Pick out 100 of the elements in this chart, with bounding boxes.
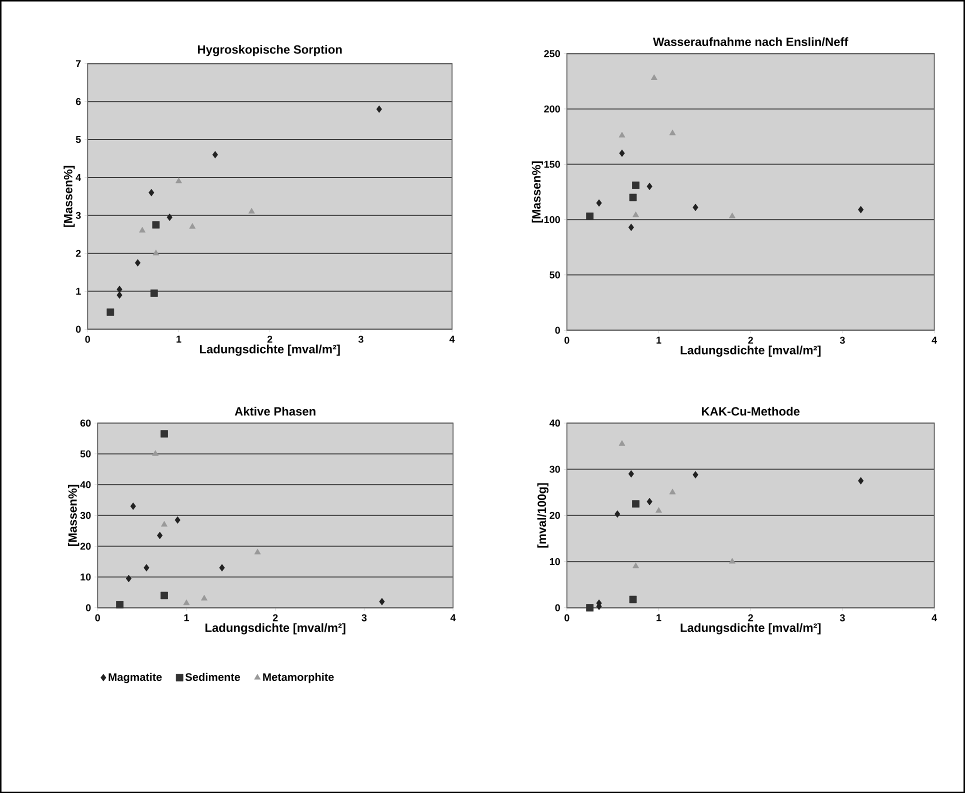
point [166, 213, 172, 221]
point [254, 548, 261, 554]
x-tick-label: 0 [564, 336, 570, 344]
chart-title: KAK-Cu-Methode [702, 406, 800, 416]
point [618, 132, 626, 138]
x-tick-label: 4 [932, 336, 938, 344]
point [619, 149, 625, 157]
point [586, 604, 594, 612]
point [614, 510, 620, 518]
x-tick-label: 1 [184, 614, 189, 622]
chart-title: Aktive Phasen [234, 406, 316, 416]
point [161, 520, 168, 526]
y-tick-label: 0 [76, 326, 81, 333]
y-tick-label: 40 [549, 419, 560, 426]
point [692, 204, 698, 211]
point [160, 430, 168, 438]
legend-label: Magmatite [108, 672, 162, 684]
y-tick-label: 0 [555, 604, 560, 612]
x-tick-label: 3 [840, 336, 845, 344]
point [379, 598, 385, 606]
point [669, 129, 676, 136]
point [144, 564, 150, 572]
point [650, 74, 658, 80]
x-tick-label: 2 [748, 336, 753, 344]
y-axis-title: [Massen%] [532, 161, 543, 222]
point [858, 476, 864, 484]
x-axis-title: Ladungsdichte [mval/m²] [680, 346, 821, 357]
x-tick-label: 1 [656, 614, 662, 622]
y-tick-label: 150 [544, 160, 560, 168]
point [376, 105, 382, 113]
y-axis-title: [Massen%] [64, 166, 75, 227]
point [632, 211, 639, 217]
x-tick-label: 0 [95, 614, 100, 622]
y-tick-label: 200 [544, 105, 560, 112]
point [646, 498, 652, 506]
y-tick-label: 50 [80, 450, 91, 458]
point [148, 188, 154, 196]
point [152, 221, 160, 228]
point [160, 592, 168, 600]
point [248, 208, 255, 214]
point [632, 500, 640, 508]
x-tick-label: 3 [358, 336, 364, 343]
x-tick-label: 4 [932, 614, 938, 622]
y-tick-label: 50 [550, 271, 560, 278]
y-tick-label: 10 [80, 573, 91, 580]
y-tick-label: 5 [76, 136, 81, 143]
x-tick-label: 3 [840, 614, 845, 622]
point [586, 212, 594, 220]
point [116, 286, 122, 293]
y-tick-label: 0 [86, 604, 91, 612]
point [632, 181, 640, 189]
point [629, 596, 637, 604]
y-tick-label: 250 [544, 50, 560, 58]
chart-title: Wasseraufnahme nach Enslin/Neff [652, 37, 848, 46]
y-tick-label: 30 [80, 512, 91, 519]
x-tick-label: 4 [449, 336, 455, 342]
x-tick-label: 2 [748, 614, 753, 622]
point [212, 150, 218, 158]
y-tick-label: 1 [76, 288, 81, 295]
y-tick-label: 10 [550, 558, 560, 565]
y-tick-label: 0 [555, 326, 560, 334]
x-tick-label: 3 [362, 614, 367, 622]
x-tick-label: 2 [272, 614, 278, 622]
point [156, 532, 163, 540]
point [628, 224, 634, 231]
point [152, 250, 160, 256]
y-tick-label: 100 [544, 216, 560, 223]
point [150, 289, 158, 297]
point [632, 562, 639, 568]
chart-title: Hygroskopische Sorption [198, 44, 342, 56]
point [116, 600, 124, 608]
point [116, 291, 122, 299]
point [656, 506, 662, 513]
y-axis-title: [mval/100g] [537, 483, 548, 548]
point [183, 599, 190, 605]
x-tick-label: 1 [656, 336, 662, 344]
point [219, 564, 225, 572]
legend-label: Metamorphite [263, 672, 334, 683]
y-tick-label: 40 [80, 481, 91, 488]
point [201, 594, 208, 600]
legend-label: Sedimente [185, 672, 240, 681]
point [669, 488, 676, 494]
point [126, 574, 132, 582]
x-tick-label: 4 [450, 614, 456, 622]
x-tick-label: 1 [176, 336, 182, 342]
point [628, 470, 634, 478]
y-tick-label: 6 [76, 98, 81, 105]
point [152, 450, 159, 456]
y-tick-label: 2 [76, 250, 81, 257]
point [629, 194, 637, 202]
x-tick-label: 2 [267, 336, 272, 343]
x-axis-title: Ladungsdichte [mval/m²] [205, 623, 346, 634]
point [618, 440, 626, 446]
x-axis-title: Ladungsdichte [mval/m²] [200, 344, 340, 356]
y-axis-title: [Massen%] [68, 484, 80, 546]
point [596, 199, 602, 207]
y-tick-label: 60 [80, 419, 91, 426]
point [134, 259, 141, 266]
y-tick-label: 30 [550, 466, 560, 473]
x-tick-label: 0 [564, 614, 570, 622]
